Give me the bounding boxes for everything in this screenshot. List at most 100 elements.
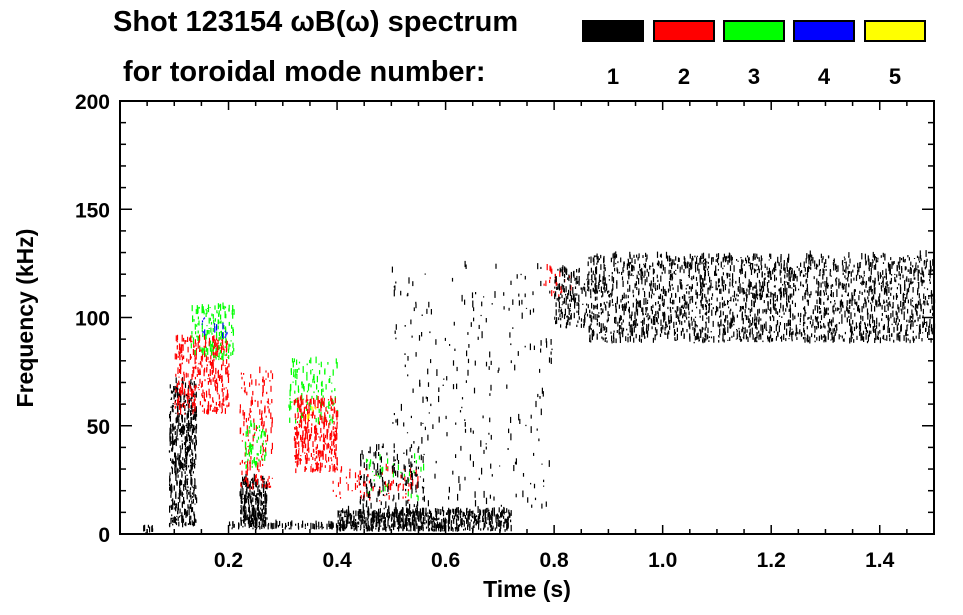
spectrum-point [251, 518, 253, 524]
spectrum-point [701, 261, 703, 265]
spectrum-point [335, 452, 337, 456]
spectrum-point [309, 359, 311, 364]
spectrum-point [275, 524, 277, 526]
spectrum-point [882, 252, 884, 258]
spectrum-point [226, 340, 228, 345]
spectrum-point [359, 483, 361, 486]
spectrum-point [694, 320, 696, 328]
spectrum-point [168, 524, 171, 526]
spectrum-point [296, 417, 298, 419]
spectrum-point [749, 321, 751, 328]
spectrum-point [311, 395, 313, 399]
spectrum-point [339, 510, 341, 513]
spectrum-point [360, 495, 362, 499]
spectrum-point [817, 316, 819, 319]
spectrum-point [265, 502, 267, 508]
spectrum-point [192, 370, 194, 377]
spectrum-point [909, 269, 911, 274]
spectrum-point [312, 456, 314, 460]
spectrum-point [313, 454, 315, 456]
spectrum-point [769, 328, 771, 334]
spectrum-point [222, 302, 224, 309]
spectrum-point [730, 255, 732, 262]
spectrum-point [288, 404, 290, 408]
spectrum-point [366, 510, 368, 513]
spectrum-point [181, 443, 183, 450]
spectrum-point [607, 311, 609, 317]
spectrum-point [182, 381, 184, 385]
spectrum-point [180, 408, 182, 415]
spectrum-point [360, 509, 362, 515]
spectrum-point [170, 436, 172, 441]
spectrum-point [245, 465, 247, 469]
spectrum-point [756, 332, 758, 339]
spectrum-point [834, 300, 836, 302]
spectrum-point [304, 428, 306, 430]
spectrum-point [304, 523, 306, 527]
spectrum-point [881, 289, 883, 292]
spectrum-point [175, 439, 177, 447]
spectrum-point [845, 284, 847, 287]
spectrum-point [396, 418, 399, 426]
spectrum-point [565, 267, 567, 274]
legend-label-mode-5: 5 [888, 64, 902, 89]
spectrum-point [489, 351, 491, 358]
spectrum-point [360, 519, 362, 525]
spectrum-point [929, 322, 931, 325]
spectrum-point [500, 520, 503, 523]
spectrum-point [768, 296, 770, 298]
spectrum-point [186, 478, 188, 484]
spectrum-point [183, 429, 185, 434]
spectrum-point [490, 384, 492, 391]
spectrum-point [558, 283, 561, 289]
spectrum-point [527, 497, 529, 503]
spectrum-point [359, 514, 361, 521]
spectrum-point [245, 418, 247, 423]
spectrum-point [179, 423, 181, 425]
spectrum-point [789, 304, 791, 312]
spectrum-point [850, 335, 852, 343]
spectrum-point [186, 430, 188, 434]
spectrum-point [847, 266, 849, 270]
spectrum-point [240, 500, 242, 504]
spectrum-point [191, 331, 193, 335]
spectrum-point [226, 359, 228, 364]
spectrum-point [702, 252, 705, 259]
spectrum-point [506, 522, 508, 524]
spectrum-point [228, 321, 230, 326]
spectrum-point [563, 279, 565, 283]
spectrum-point [262, 440, 265, 442]
spectrum-point [207, 309, 210, 313]
spectrum-point [904, 280, 906, 286]
spectrum-point [425, 520, 427, 524]
spectrum-point [414, 453, 416, 459]
spectrum-point [309, 402, 311, 407]
spectrum-point [868, 258, 870, 266]
spectrum-point [893, 339, 895, 343]
spectrum-point [910, 315, 912, 319]
spectrum-point [175, 377, 177, 384]
spectrum-point [240, 505, 242, 509]
spectrum-point [767, 337, 769, 342]
spectrum-point [510, 433, 512, 441]
spectrum-point [704, 332, 706, 338]
spectrum-point [520, 273, 522, 276]
spectrum-point [328, 470, 330, 472]
spectrum-point [742, 326, 744, 332]
spectrum-point [705, 258, 707, 266]
spectrum-point [427, 434, 429, 441]
spectrum-point [923, 287, 926, 289]
spectrum-point [215, 385, 217, 391]
spectrum-point [458, 524, 460, 527]
spectrum-point [329, 375, 331, 378]
spectrum-point [253, 473, 255, 480]
spectrum-point [363, 519, 365, 522]
spectrum-point [548, 460, 550, 467]
spectrum-point [174, 516, 177, 524]
spectrum-point [330, 395, 332, 402]
spectrum-point [252, 497, 254, 502]
spectrum-point [365, 523, 367, 529]
spectrum-point [205, 353, 207, 357]
spectrum-point [444, 337, 446, 341]
spectrum-point [463, 528, 465, 531]
